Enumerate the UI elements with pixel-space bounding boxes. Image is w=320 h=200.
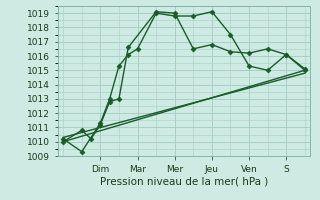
X-axis label: Pression niveau de la mer( hPa ): Pression niveau de la mer( hPa ) xyxy=(100,177,268,187)
